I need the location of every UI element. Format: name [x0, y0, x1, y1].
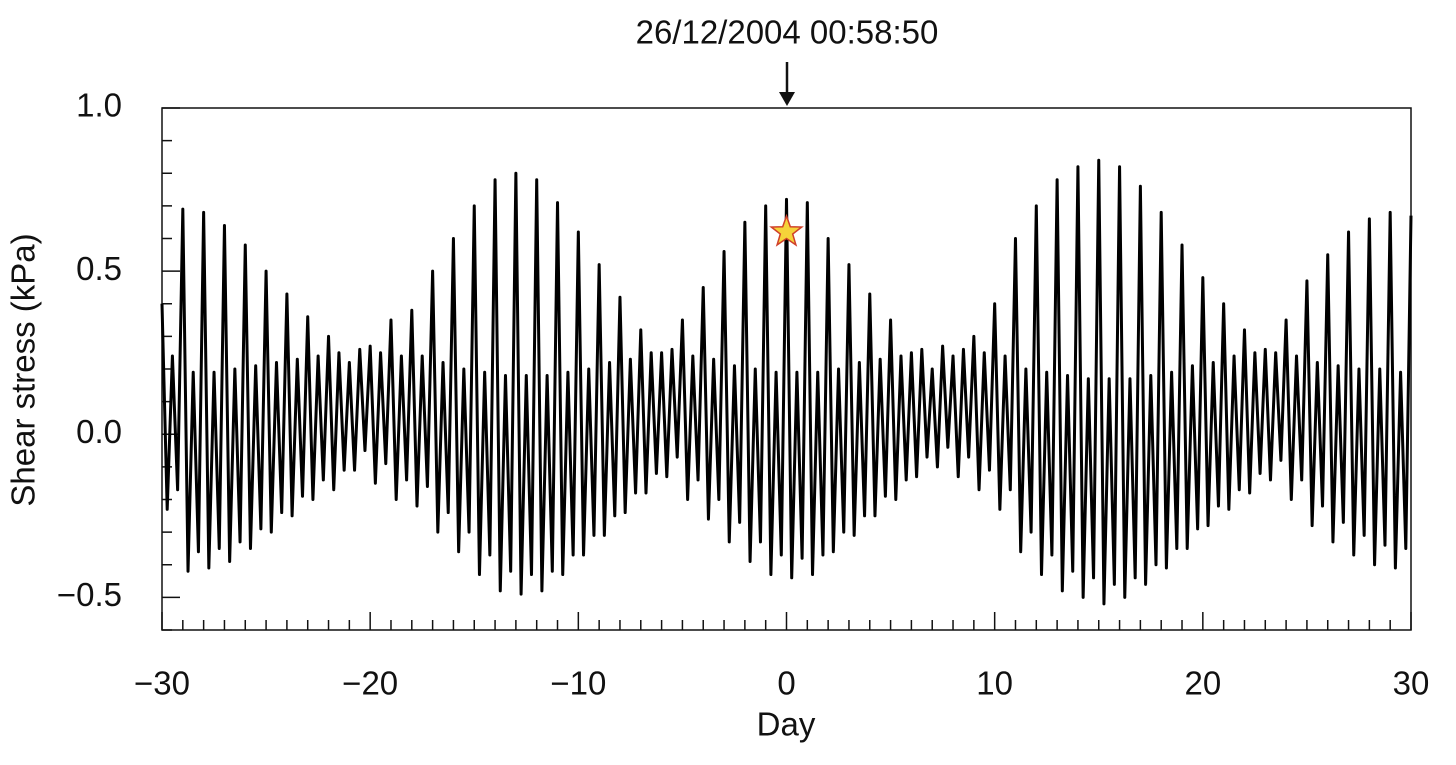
x-tick-label: −10 [550, 665, 606, 702]
x-tick-label: −20 [342, 665, 398, 702]
y-tick-label: 0.0 [76, 413, 122, 450]
y-tick-label: 0.5 [76, 250, 122, 287]
event-annotation: 26/12/2004 00:58:50 [636, 14, 939, 51]
x-tick-label: −30 [134, 665, 190, 702]
x-tick-label: 10 [976, 665, 1013, 702]
x-tick-label: 20 [1184, 665, 1221, 702]
y-tick-label: −0.5 [57, 576, 122, 613]
stress-line [160, 158, 1413, 606]
x-tick-label: 0 [777, 665, 795, 702]
x-axis-title: Day [757, 706, 816, 743]
annotation-arrowhead [779, 92, 795, 106]
y-tick-label: 1.0 [76, 87, 122, 124]
y-axis-title: Shear stress (kPa) [5, 233, 42, 506]
x-tick-label: 30 [1393, 665, 1430, 702]
event-star [769, 213, 804, 247]
